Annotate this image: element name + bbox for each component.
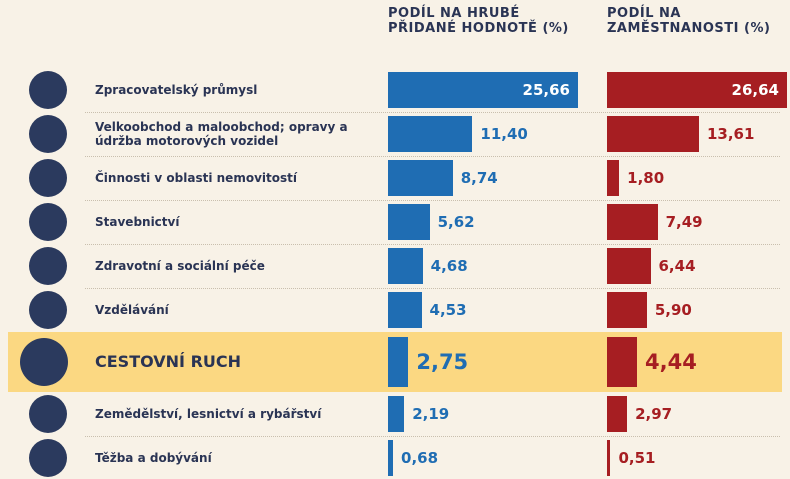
value-label: 4,68	[430, 257, 468, 275]
row-separator	[85, 156, 780, 157]
value-label: 2,75	[416, 350, 469, 374]
category-label: Vzdělávání	[95, 303, 169, 317]
category-label: Těžba a dobývání	[95, 451, 212, 465]
category-icon	[29, 439, 67, 477]
value-label: 7,49	[665, 213, 703, 231]
value-label: 6,44	[658, 257, 696, 275]
row-separator	[85, 200, 780, 201]
category-label: Stavebnictví	[95, 215, 180, 229]
row-separator	[85, 244, 780, 245]
value-label: 11,40	[480, 125, 528, 143]
column-header: PODÍL NA ZAMĚSTNANOSTI (%)	[607, 6, 771, 36]
bar	[607, 396, 628, 432]
bar	[388, 396, 405, 432]
category-icon	[29, 115, 67, 153]
bar	[607, 440, 611, 476]
category-icon	[29, 395, 67, 433]
category-icon	[29, 203, 67, 241]
value-label: 4,44	[645, 350, 697, 374]
bar	[607, 160, 620, 196]
category-label: Zpracovatelský průmysl	[95, 83, 258, 97]
bar	[388, 248, 423, 284]
category-label: Velkoobchod a maloobchod; opravy a údržb…	[95, 120, 348, 148]
bar	[388, 72, 578, 108]
bar	[607, 337, 637, 387]
value-label: 13,61	[706, 125, 755, 143]
value-label: 0,51	[618, 449, 656, 467]
bar	[388, 160, 453, 196]
value-label: 1,80	[627, 169, 665, 187]
value-label: 2,97	[635, 405, 673, 423]
category-label: Činnosti v oblasti nemovitostí	[95, 171, 297, 185]
value-label: 2,19	[412, 405, 450, 423]
bar	[607, 204, 658, 240]
bar	[388, 116, 473, 152]
bar	[388, 292, 422, 328]
category-icon	[29, 291, 67, 329]
bar	[388, 337, 409, 387]
value-label: 5,62	[437, 213, 475, 231]
bar	[607, 72, 787, 108]
bar	[388, 440, 394, 476]
value-label: 0,68	[401, 449, 439, 467]
bar	[607, 248, 651, 284]
category-icon	[29, 71, 67, 109]
row-separator	[85, 288, 780, 289]
category-label: Zemědělství, lesnictví a rybářství	[95, 407, 322, 421]
value-label: 26,64	[731, 81, 779, 99]
bar	[607, 116, 699, 152]
column-header: PODÍL NA HRUBÉ PŘIDANÉ HODNOTĚ (%)	[388, 6, 569, 36]
value-label: 4,53	[429, 301, 467, 319]
row-separator	[85, 112, 780, 113]
category-label: CESTOVNÍ RUCH	[95, 352, 242, 371]
bar	[388, 204, 430, 240]
value-label: 8,74	[460, 169, 498, 187]
value-label: 5,90	[654, 301, 692, 319]
row-separator	[85, 436, 780, 437]
value-label: 25,66	[522, 81, 570, 99]
category-label: Zdravotní a sociální péče	[95, 259, 265, 273]
category-icon	[20, 338, 68, 386]
bar	[607, 292, 647, 328]
category-icon	[29, 159, 67, 197]
category-icon	[29, 247, 67, 285]
